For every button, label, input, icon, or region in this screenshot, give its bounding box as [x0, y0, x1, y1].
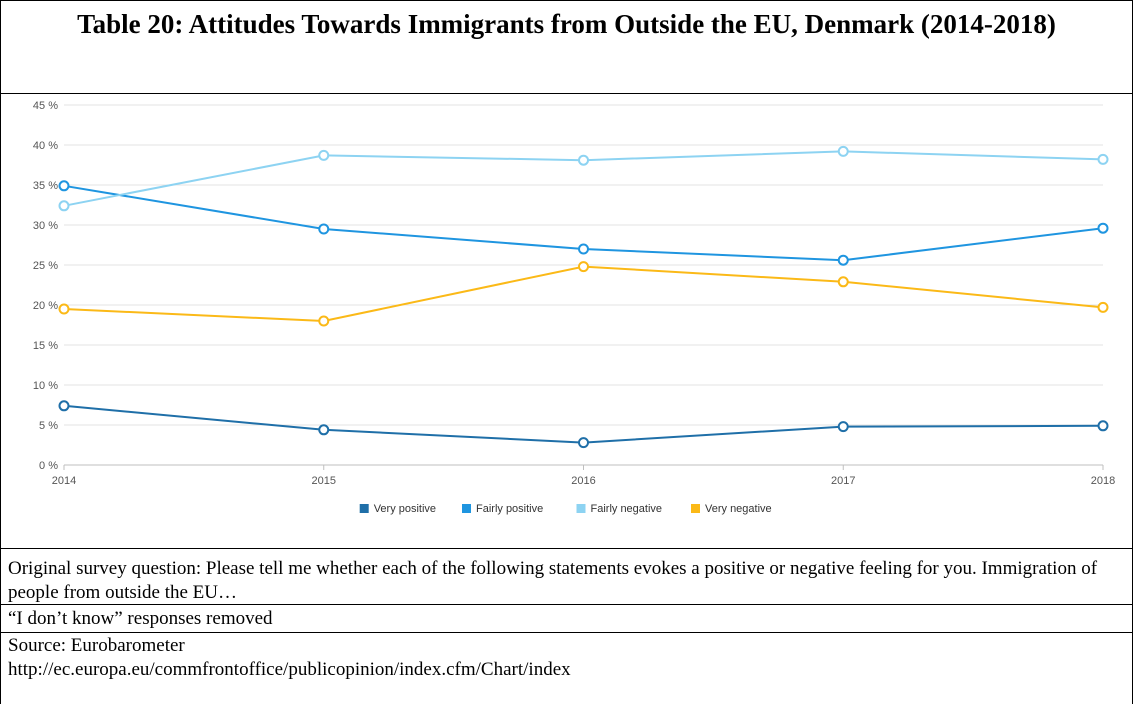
y-tick-label: 40 % — [33, 140, 58, 152]
source-note: Source: Eurobarometer — [8, 635, 185, 656]
data-point — [578, 437, 589, 449]
data-point — [1097, 222, 1109, 234]
data-point — [578, 243, 589, 255]
source-url: http://ec.europa.eu/commfrontoffice/publ… — [8, 659, 571, 680]
data-point — [1097, 301, 1109, 313]
grid-lines — [64, 104, 1103, 466]
x-tick-label: 2015 — [312, 475, 336, 487]
legend-swatch — [462, 504, 471, 513]
legend-swatch — [359, 504, 369, 513]
chart-container: 0 % 5 % 10 % 15 % 20 % 25 % 30 % 35 % 40 % 45 % 2… — [0, 95, 1133, 549]
series-lines — [63, 150, 1104, 444]
data-point — [578, 261, 589, 273]
y-tick-label: 0 % — [39, 460, 58, 472]
x-tick-label: 2016 — [571, 475, 595, 487]
data-point — [58, 200, 70, 212]
data-point — [318, 223, 330, 235]
dont-know-note: “I don’t know” responses removed — [8, 608, 273, 629]
y-tick-label: 30 % — [33, 220, 58, 232]
data-point — [58, 303, 70, 315]
y-tick-label: 15 % — [33, 340, 58, 352]
divider — [0, 632, 1133, 633]
survey-question-note: Original survey question: Please tell me… — [8, 558, 1098, 603]
data-point — [837, 421, 849, 433]
x-tick-label: 2014 — [52, 475, 76, 487]
chart-legend: Very positive Fairly positive Fairly negat… — [359, 503, 772, 515]
y-tick-label: 35 % — [33, 180, 58, 192]
data-point — [578, 154, 589, 166]
legend-swatch — [691, 504, 700, 513]
table-title: Table 20: Attitudes Towards Immigrants f… — [0, 0, 1133, 94]
legend-label: Very positive — [374, 503, 436, 515]
y-tick-label: 25 % — [33, 260, 58, 272]
legend-label: Very negative — [705, 503, 772, 515]
series-line — [63, 265, 1104, 323]
data-point — [318, 149, 330, 161]
y-axis-ticks: 0 % 5 % 10 % 15 % 20 % 25 % 30 % 35 % 40 % 45 % — [33, 100, 58, 472]
data-point — [1097, 153, 1109, 165]
data-point — [318, 315, 330, 327]
series-points — [58, 145, 1109, 449]
line-chart: 0 % 5 % 10 % 15 % 20 % 25 % 30 % 35 % 40 % 45 % 2… — [33, 100, 1115, 515]
data-point — [1097, 420, 1109, 432]
y-tick-label: 45 % — [33, 100, 58, 112]
x-tick-label: 2018 — [1091, 475, 1115, 487]
data-point — [58, 400, 70, 412]
y-tick-label: 20 % — [33, 300, 58, 312]
legend-swatch — [576, 504, 586, 513]
y-tick-label: 10 % — [33, 380, 58, 392]
data-point — [837, 254, 849, 266]
data-point — [318, 424, 330, 436]
x-axis-ticks: 2014 2015 2016 2017 2018 — [52, 465, 1115, 487]
x-tick-label: 2017 — [831, 475, 855, 487]
data-point — [837, 145, 849, 157]
data-point — [837, 276, 849, 288]
divider — [0, 604, 1133, 605]
data-point — [58, 180, 70, 192]
y-tick-label: 5 % — [39, 420, 58, 432]
legend-label: Fairly positive — [476, 503, 543, 515]
series-line — [63, 404, 1104, 444]
legend-label: Fairly negative — [591, 503, 663, 515]
